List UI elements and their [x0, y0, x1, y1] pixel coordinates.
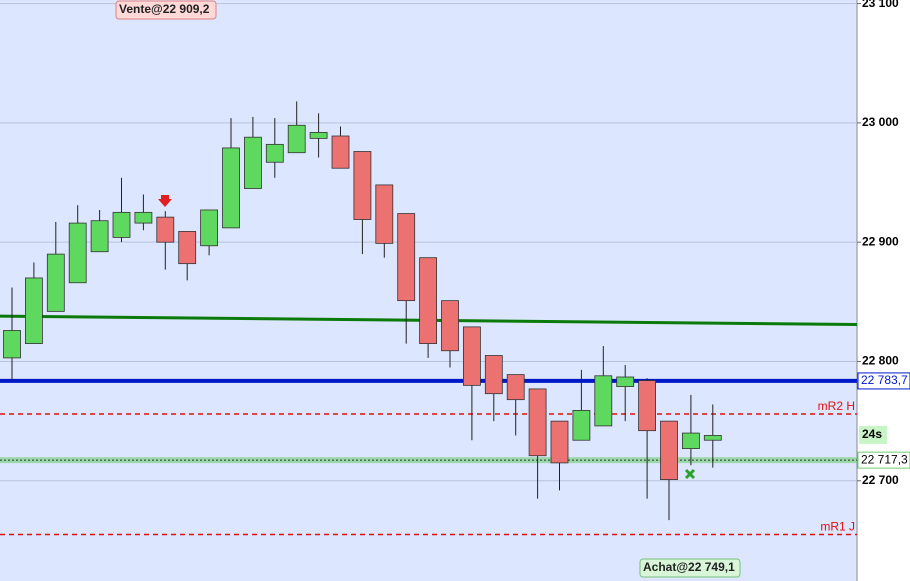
y-tick-label: 22 800: [862, 354, 899, 368]
candle-body: [265, 143, 284, 163]
candle-body: [287, 124, 306, 154]
candle-body: [156, 216, 175, 243]
candle-body: [528, 388, 547, 457]
order-label: Achat@22 749,1: [643, 560, 735, 574]
candle-body: [397, 213, 416, 302]
timer-label: 24s: [862, 427, 882, 441]
price-box: [857, 451, 910, 469]
candle-body: [616, 376, 635, 387]
candle-body: [572, 409, 591, 441]
candle-body: [46, 253, 65, 312]
candle-body: [462, 326, 481, 386]
candle-body: [243, 136, 262, 189]
order-label: Vente@22 909,2: [119, 2, 210, 16]
y-tick-label: 23 100: [862, 0, 899, 10]
candle-body: [309, 132, 328, 139]
order-box: [639, 558, 741, 578]
candle-body: [353, 151, 372, 220]
candle-body: [594, 375, 613, 427]
candle-body: [68, 222, 87, 284]
price-label: 22 717,3: [861, 452, 908, 466]
candle-body: [112, 211, 131, 238]
candle-body: [484, 355, 503, 395]
candle-body: [375, 184, 394, 244]
candle-body: [90, 220, 109, 253]
candle-body: [419, 257, 438, 344]
candle-body: [331, 135, 350, 169]
candle-body: [660, 420, 678, 480]
candle-body: [550, 420, 569, 464]
order-box: [115, 0, 217, 20]
buy-cross: [684, 468, 696, 480]
price-label: 22 783,7: [861, 373, 908, 387]
candle-body: [200, 209, 219, 247]
price-box: [857, 372, 910, 390]
y-tick-label: 22 700: [862, 473, 899, 487]
candle-body: [3, 330, 21, 359]
candle-body: [134, 211, 153, 224]
level-label: mR2 H: [818, 399, 855, 413]
y-tick-label: 23 000: [862, 115, 899, 129]
candle-body: [24, 277, 43, 344]
candle-body: [682, 432, 700, 449]
candle-body: [703, 435, 722, 441]
candle-body: [178, 231, 197, 265]
y-tick-label: 22 900: [862, 234, 899, 248]
candle-body: [222, 147, 240, 229]
timer-box: [859, 425, 887, 444]
candle-body: [506, 374, 525, 401]
level-label: mR1 J: [820, 520, 855, 534]
candle-body: [441, 300, 459, 352]
sell-arrow: [158, 195, 172, 207]
axis-background: [857, 0, 910, 581]
candle-body: [638, 380, 656, 432]
